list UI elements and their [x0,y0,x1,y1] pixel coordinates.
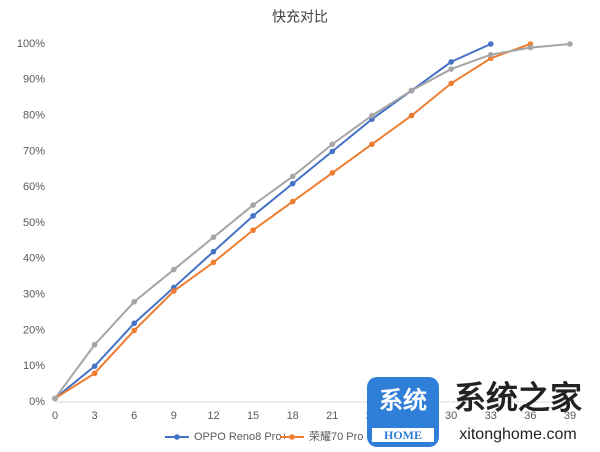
data-point [329,170,336,176]
data-point [210,234,217,241]
y-tick-label: 30% [23,289,45,301]
y-tick-label: 20% [23,324,45,336]
x-tick-label: 36 [524,410,536,422]
data-point [131,298,138,305]
x-tick-label: 39 [564,410,576,422]
data-point [448,66,454,72]
y-tick-label: 60% [23,181,45,193]
y-tick-label: 10% [23,360,45,372]
y-tick-label: 70% [23,145,45,157]
data-point [171,288,177,294]
data-point [91,370,98,377]
y-tick-label: 80% [23,110,45,122]
data-point [329,148,336,155]
data-point [91,341,98,348]
legend-label: 荣耀70 Pro [309,430,363,443]
data-point [408,112,415,119]
x-tick-label: 15 [247,410,259,422]
watermark-home: HOME [384,428,422,442]
y-tick-label: 100% [17,38,45,50]
watermark-home-bg [372,428,434,442]
x-tick-label: 6 [131,410,137,422]
data-point [369,112,375,119]
x-tick-label: 3 [92,410,98,422]
data-point [131,320,138,327]
x-tick-label: 21 [326,410,338,422]
data-point [408,87,415,94]
legend-marker [174,434,180,440]
data-point [91,363,98,370]
data-point [210,248,217,255]
legend-marker [289,434,295,440]
data-point [289,198,296,205]
data-point [210,259,217,266]
data-point [448,80,454,87]
y-tick-label: 0% [29,396,45,408]
chart-title: 快充对比 [272,9,328,25]
x-tick-label: 12 [207,410,219,422]
series-line [54,43,571,400]
data-point [527,44,534,51]
data-point [369,141,375,148]
data-point [250,227,256,233]
data-point [289,180,296,187]
data-point [171,266,177,273]
y-tick-label: 50% [23,217,45,229]
data-point [289,173,296,180]
plot: 0%10%20%30%40%50%60%70%80%90%100%0 3 6 9 12 1… [17,38,576,443]
data-point [487,51,494,58]
data-point [448,59,454,65]
watermark-brand: 系统之家 [454,379,582,415]
x-tick-label: 30 [445,410,457,422]
y-tick-label: 40% [23,253,45,265]
watermark-logo-text: 系统 [379,386,427,414]
legend-label: OPPO Reno8 Pro+ [194,431,288,443]
watermark-url: xitonghome.com [459,426,576,443]
data-point [131,327,138,334]
data-point [567,41,573,47]
watermark: 系统 HOME 系统之家 xitonghome.com [367,377,582,447]
series-line [54,43,492,400]
data-point [52,395,58,402]
y-tick-label: 90% [23,74,45,86]
x-tick-label: 9 [171,410,177,422]
data-point [250,202,256,208]
x-tick-label: 0 [52,410,58,422]
x-tick-label: 33 [485,410,497,422]
data-point [250,213,256,219]
data-point [487,41,494,47]
x-tick-label: 18 [287,410,299,422]
data-point [329,141,336,148]
